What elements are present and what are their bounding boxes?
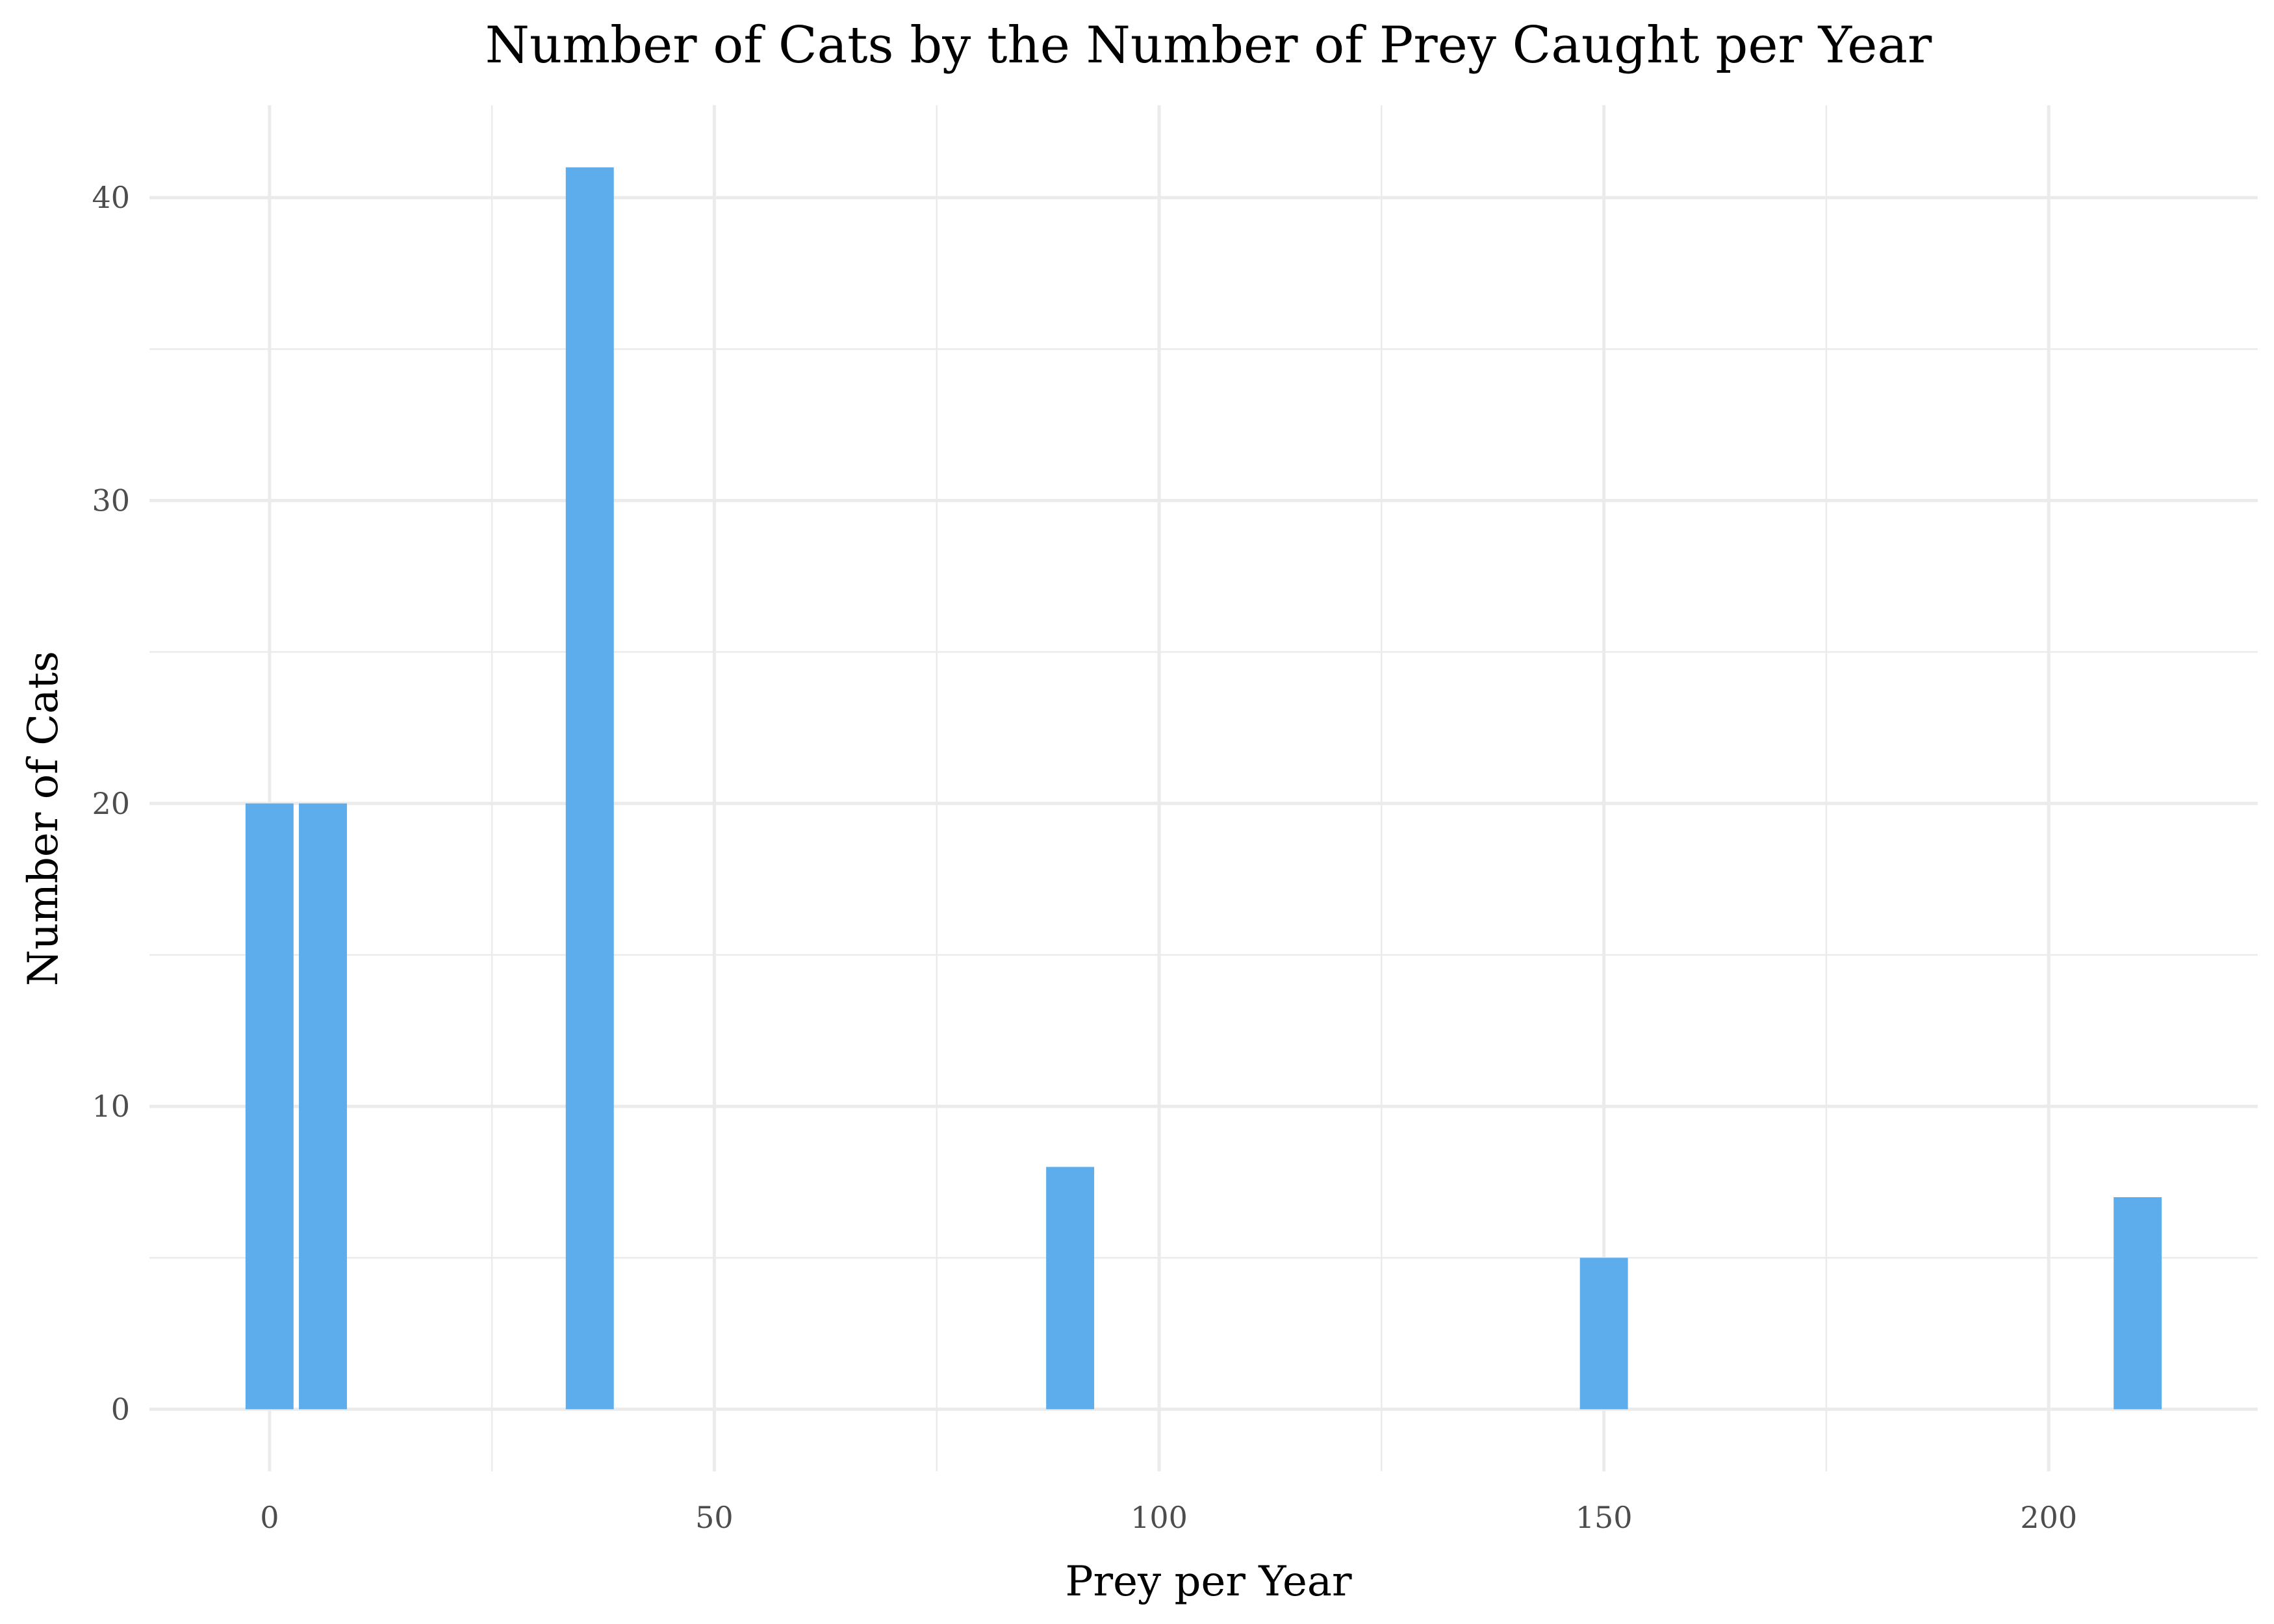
- y-tick-label: 0: [111, 1391, 130, 1427]
- bar: [1579, 1258, 1628, 1410]
- bars: [245, 167, 2162, 1410]
- y-axis-tick-labels: 0 10 20 30 40: [92, 180, 130, 1427]
- minor-gridlines: [149, 105, 2258, 1471]
- bar: [565, 167, 614, 1410]
- bar: [1046, 1167, 1095, 1410]
- major-gridlines: [149, 105, 2258, 1471]
- chart-title: Number of Cats by the Number of Prey Cau…: [485, 16, 1932, 75]
- y-axis-title: Number of Cats: [19, 651, 68, 986]
- y-tick-label: 30: [92, 483, 130, 518]
- x-axis-title: Prey per Year: [1065, 1558, 1352, 1606]
- x-tick-label: 0: [260, 1500, 279, 1535]
- bar: [2114, 1197, 2162, 1410]
- y-tick-label: 20: [92, 786, 130, 821]
- x-tick-label: 100: [1131, 1500, 1188, 1535]
- x-tick-label: 50: [695, 1500, 734, 1535]
- y-tick-label: 40: [92, 180, 130, 215]
- x-tick-label: 200: [2020, 1500, 2077, 1535]
- bar: [245, 803, 294, 1410]
- x-axis-tick-labels: 0 50 100 150 200: [260, 1500, 2077, 1535]
- y-tick-label: 10: [92, 1089, 130, 1124]
- bar: [299, 803, 347, 1410]
- x-tick-label: 150: [1576, 1500, 1633, 1535]
